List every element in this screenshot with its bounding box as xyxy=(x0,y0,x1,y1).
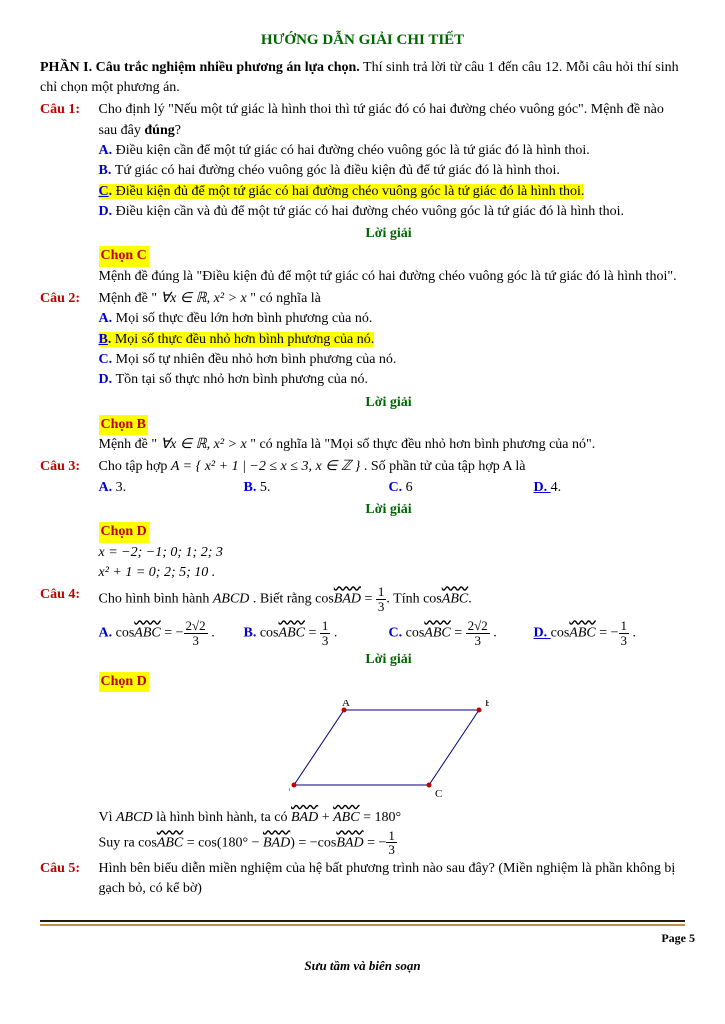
frac-num: 1 xyxy=(376,585,387,600)
cau1-b-text: Tứ giác có hai đường chéo vuông góc là đ… xyxy=(115,163,560,178)
page-number: Page 5 xyxy=(40,930,695,947)
cau3-d-text: 4. xyxy=(551,480,562,495)
cau4-bad: BAD xyxy=(334,592,361,607)
cau2-b-text: Mọi số thực đều nhỏ hơn bình phương của … xyxy=(115,332,374,347)
cau1-c-label: C xyxy=(99,184,109,199)
loigiai-1: Lời giải xyxy=(99,224,679,244)
cau2-a-text: Mọi số thực đều lớn hơn bình phương của … xyxy=(116,311,373,326)
cau4-label: Câu 4: xyxy=(40,585,95,605)
svg-text:B: B xyxy=(485,700,489,709)
cau3-body: Cho tập hợp A = { x² + 1 | −2 ≤ x ≤ 3, x… xyxy=(99,457,679,583)
cau4-abc: ABC xyxy=(442,592,468,607)
svg-text:D: D xyxy=(289,784,290,796)
cau3-b-text: 5. xyxy=(260,480,271,495)
cau5-question: Hình bên biểu diễn miền nghiệm của hệ bấ… xyxy=(99,861,676,896)
cau4-proof2: Suy ra cosABC = cos(180° − BAD) = −cosBA… xyxy=(99,829,679,857)
cau4-q-post2: . Tính cos xyxy=(386,592,441,607)
cau2-a-label: A. xyxy=(99,311,116,326)
cau2-label: Câu 2: xyxy=(40,289,95,309)
cau1-d-label: D. xyxy=(99,204,116,219)
cau4-option-d: D. cosABC = −13 . xyxy=(534,619,679,647)
cau1-d-text: Điều kiện cần và đủ để một tứ giác có ha… xyxy=(116,204,624,219)
page-rule xyxy=(40,920,685,926)
frac-den: 3 xyxy=(376,600,387,614)
cau3-d-label: D. xyxy=(534,480,551,495)
cau3-work1: x = −2; −1; 0; 1; 2; 3 xyxy=(99,545,223,560)
cau5-label: Câu 5: xyxy=(40,859,95,879)
cau1-question-pre: Cho định lý "Nếu một tứ giác là hình tho… xyxy=(99,102,664,137)
cau4-option-c: C. cosABC = 2√23 . xyxy=(389,619,534,647)
cau2-e-pre: Mệnh đề " xyxy=(99,437,161,452)
cau2-c-label: C. xyxy=(99,352,116,367)
cau3-c-label: C. xyxy=(389,480,406,495)
svg-text:A: A xyxy=(342,700,350,709)
phan-label: PHẦN I. xyxy=(40,60,92,75)
cau3-q-pre: Cho tập hợp xyxy=(99,459,171,474)
footer-credit: Sưu tầm và biên soạn xyxy=(40,957,685,976)
cau3-q-math: A = { x² + 1 | −2 ≤ x ≤ 3, x ∈ ℤ } xyxy=(171,459,361,474)
cau4-chon: Chọn D xyxy=(99,672,149,692)
cau4-q-post1: . Biết rằng cos xyxy=(249,592,333,607)
cau2-c-text: Mọi số tự nhiên đều nhỏ hơn bình phương … xyxy=(116,352,397,367)
cau4-eq1: = xyxy=(361,592,376,607)
cau3-c-text: 6 xyxy=(406,480,413,495)
cau2-b-label: B xyxy=(99,332,108,347)
cau2-q-pre: Mệnh đề " xyxy=(99,291,161,306)
cau1-a-label: A. xyxy=(99,143,116,158)
cau3-label: Câu 3: xyxy=(40,457,95,477)
parallelogram-diagram: A B C D xyxy=(289,700,489,800)
cau2-chon: Chọn B xyxy=(99,415,149,435)
cau2-d-text: Tồn tại số thực nhỏ hơn bình phương của … xyxy=(116,372,368,387)
cau1-body: Cho định lý "Nếu một tứ giác là hình tho… xyxy=(99,100,679,287)
cau3-b-label: B. xyxy=(244,480,260,495)
cau1-label: Câu 1: xyxy=(40,100,95,120)
cau2-body: Mệnh đề " ∀x ∈ ℝ, x² > x " có nghĩa là A… xyxy=(99,289,679,455)
loigiai-3: Lời giải xyxy=(99,500,679,520)
phan-title: Câu trắc nghiệm nhiều phương án lựa chọn… xyxy=(96,60,360,75)
loigiai-2: Lời giải xyxy=(99,393,679,413)
cau3-chon: Chọn D xyxy=(99,522,149,542)
cau4-proof1: Vì ABCD là hình bình hành, ta có BAD + A… xyxy=(99,808,679,828)
loigiai-4: Lời giải xyxy=(99,650,679,670)
cau1-chon: Chọn C xyxy=(99,246,149,266)
cau2-e-math: ∀x ∈ ℝ, x² > x xyxy=(161,437,247,452)
page-title: HƯỚNG DẪN GIẢI CHI TIẾT xyxy=(40,30,685,52)
cau2-e-post: " có nghĩa là "Mọi số thực đều nhỏ hơn b… xyxy=(247,437,595,452)
svg-text:C: C xyxy=(435,788,442,800)
cau2-q-post: " có nghĩa là xyxy=(247,291,321,306)
cau4-option-b: B. cosABC = 13 . xyxy=(244,619,389,647)
cau5-body: Hình bên biểu diễn miền nghiệm của hệ bấ… xyxy=(99,859,679,900)
cau2-d-label: D. xyxy=(99,372,116,387)
cau1-explain: Mệnh đề đúng là "Điều kiện đủ để một tứ … xyxy=(99,269,677,284)
cau4-body: Cho hình bình hành ABCD . Biết rằng cosB… xyxy=(99,585,679,857)
cau4-q-pre: Cho hình bình hành xyxy=(99,592,213,607)
cau1-b-label: B. xyxy=(99,163,115,178)
cau3-a-label: A. xyxy=(99,480,116,495)
cau3-a-text: 3. xyxy=(116,480,127,495)
cau1-a-text: Điều kiện cần để một tứ giác có hai đườn… xyxy=(116,143,590,158)
section-header: PHẦN I. Câu trắc nghiệm nhiều phương án … xyxy=(40,58,685,99)
cau1-question-bold: đúng xyxy=(144,123,174,138)
cau3-q-post: . Số phần tử của tập hợp A là xyxy=(360,459,525,474)
cau3-work2: x² + 1 = 0; 2; 5; 10 . xyxy=(99,565,216,580)
cau1-c-text: Điều kiện đủ để một tứ giác có hai đường… xyxy=(116,184,585,199)
cau2-q-math: ∀x ∈ ℝ, x² > x xyxy=(161,291,247,306)
cau4-abcd: ABCD xyxy=(213,592,250,607)
cau4-option-a: A. cosABC = −2√23 . xyxy=(99,619,244,647)
